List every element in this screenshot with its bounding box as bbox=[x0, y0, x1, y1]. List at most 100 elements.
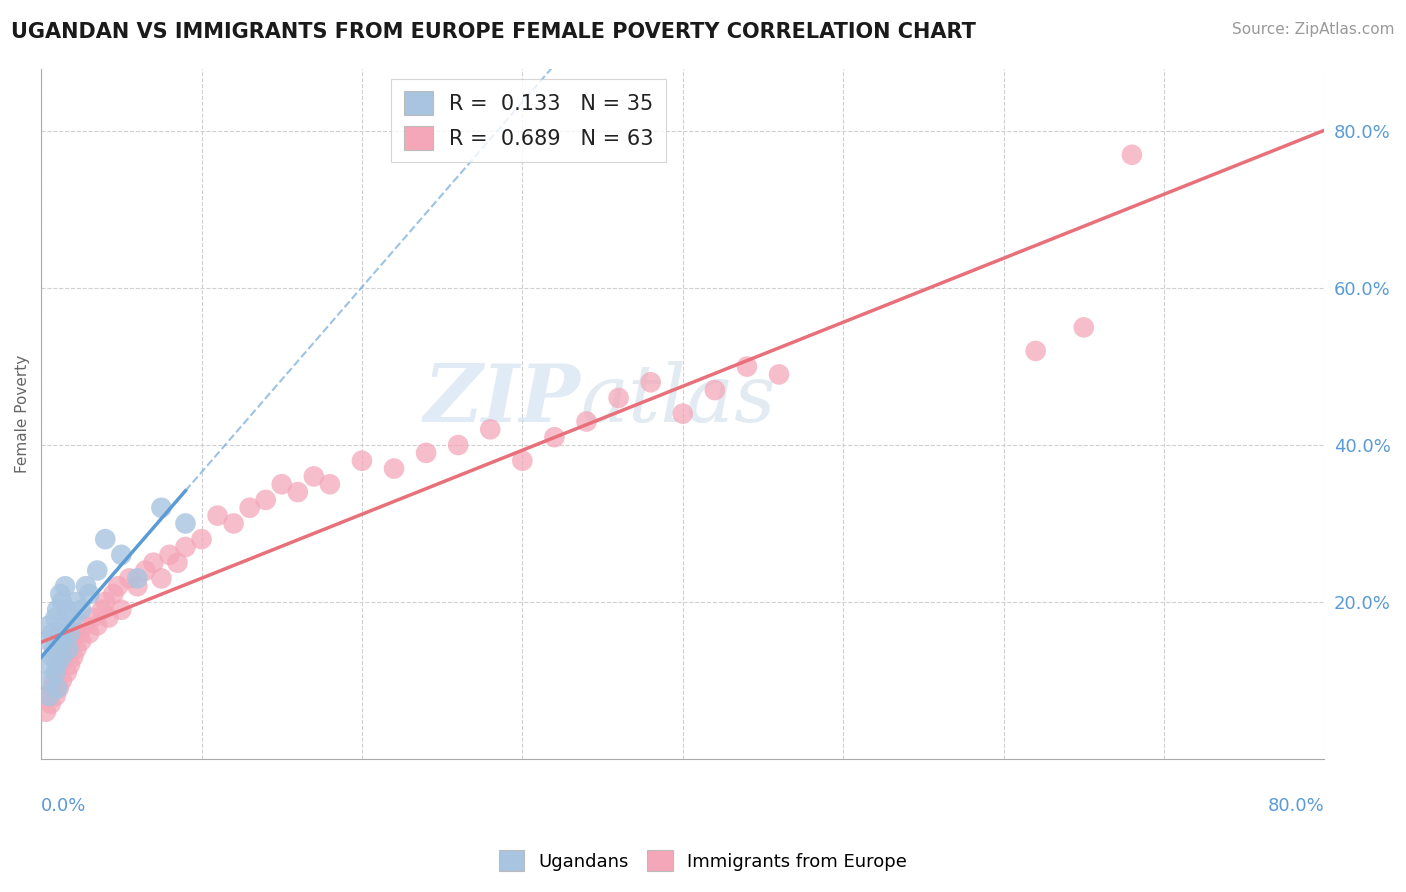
Point bbox=[55, 665, 77, 680]
Point bbox=[38, 657, 60, 672]
Point bbox=[42, 673, 65, 688]
Point bbox=[46, 603, 69, 617]
Point bbox=[190, 532, 212, 546]
Point bbox=[166, 556, 188, 570]
Point bbox=[48, 642, 70, 657]
Text: atlas: atlas bbox=[581, 361, 776, 439]
Point bbox=[159, 548, 181, 562]
Point bbox=[65, 642, 87, 657]
Point bbox=[49, 587, 72, 601]
Point bbox=[270, 477, 292, 491]
Point bbox=[70, 634, 93, 648]
Point bbox=[53, 649, 76, 664]
Point bbox=[49, 657, 72, 672]
Point bbox=[110, 548, 132, 562]
Point bbox=[127, 571, 149, 585]
Point bbox=[703, 383, 725, 397]
Point bbox=[41, 681, 63, 696]
Point bbox=[86, 564, 108, 578]
Point bbox=[150, 571, 173, 585]
Point bbox=[49, 626, 72, 640]
Point bbox=[46, 681, 69, 696]
Text: ZIP: ZIP bbox=[423, 361, 581, 439]
Point bbox=[46, 665, 69, 680]
Point bbox=[91, 603, 114, 617]
Point bbox=[415, 446, 437, 460]
Point bbox=[319, 477, 342, 491]
Point bbox=[174, 516, 197, 531]
Point bbox=[62, 649, 84, 664]
Point bbox=[77, 626, 100, 640]
Point bbox=[39, 697, 62, 711]
Point bbox=[35, 705, 58, 719]
Point bbox=[543, 430, 565, 444]
Point bbox=[51, 649, 73, 664]
Point bbox=[53, 579, 76, 593]
Point bbox=[45, 610, 67, 624]
Point bbox=[62, 610, 84, 624]
Point bbox=[287, 485, 309, 500]
Point bbox=[52, 634, 75, 648]
Point bbox=[65, 595, 87, 609]
Point bbox=[48, 681, 70, 696]
Point bbox=[142, 556, 165, 570]
Point bbox=[110, 603, 132, 617]
Legend: Ugandans, Immigrants from Europe: Ugandans, Immigrants from Europe bbox=[492, 843, 914, 879]
Point bbox=[58, 642, 80, 657]
Point bbox=[103, 587, 125, 601]
Point bbox=[94, 595, 117, 609]
Point bbox=[382, 461, 405, 475]
Point bbox=[127, 579, 149, 593]
Point bbox=[107, 579, 129, 593]
Point bbox=[45, 665, 67, 680]
Point bbox=[77, 587, 100, 601]
Point bbox=[222, 516, 245, 531]
Point bbox=[41, 626, 63, 640]
Point bbox=[86, 618, 108, 632]
Point bbox=[38, 673, 60, 688]
Point bbox=[479, 422, 502, 436]
Point bbox=[1025, 343, 1047, 358]
Point bbox=[1121, 148, 1143, 162]
Point bbox=[53, 618, 76, 632]
Point bbox=[73, 618, 96, 632]
Text: Source: ZipAtlas.com: Source: ZipAtlas.com bbox=[1232, 22, 1395, 37]
Point bbox=[735, 359, 758, 374]
Point bbox=[207, 508, 229, 523]
Point bbox=[55, 603, 77, 617]
Point bbox=[38, 689, 60, 703]
Text: UGANDAN VS IMMIGRANTS FROM EUROPE FEMALE POVERTY CORRELATION CHART: UGANDAN VS IMMIGRANTS FROM EUROPE FEMALE… bbox=[11, 22, 976, 42]
Point bbox=[42, 642, 65, 657]
Point bbox=[640, 376, 662, 390]
Point bbox=[302, 469, 325, 483]
Point bbox=[38, 618, 60, 632]
Text: 80.0%: 80.0% bbox=[1268, 797, 1324, 814]
Point bbox=[768, 368, 790, 382]
Point bbox=[118, 571, 141, 585]
Point bbox=[38, 689, 60, 703]
Point bbox=[94, 532, 117, 546]
Point bbox=[150, 500, 173, 515]
Point bbox=[134, 564, 156, 578]
Point bbox=[46, 657, 69, 672]
Point bbox=[174, 540, 197, 554]
Text: 0.0%: 0.0% bbox=[41, 797, 87, 814]
Y-axis label: Female Poverty: Female Poverty bbox=[15, 354, 30, 473]
Legend: R =  0.133   N = 35, R =  0.689   N = 63: R = 0.133 N = 35, R = 0.689 N = 63 bbox=[391, 78, 666, 162]
Point bbox=[512, 453, 534, 467]
Point bbox=[1073, 320, 1095, 334]
Point bbox=[607, 391, 630, 405]
Point bbox=[45, 689, 67, 703]
Point bbox=[575, 415, 598, 429]
Point bbox=[672, 407, 695, 421]
Point bbox=[51, 595, 73, 609]
Point bbox=[58, 642, 80, 657]
Point bbox=[51, 673, 73, 688]
Point bbox=[97, 610, 120, 624]
Point bbox=[70, 603, 93, 617]
Point bbox=[59, 657, 82, 672]
Point bbox=[82, 610, 104, 624]
Point bbox=[350, 453, 373, 467]
Point bbox=[254, 492, 277, 507]
Point bbox=[38, 634, 60, 648]
